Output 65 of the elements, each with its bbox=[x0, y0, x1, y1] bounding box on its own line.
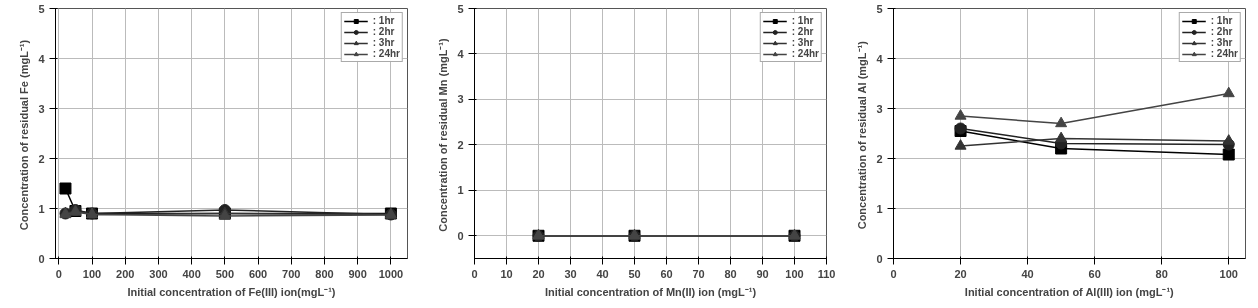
x-tick-label: 60 bbox=[660, 267, 673, 280]
x-tick-label: 0 bbox=[55, 267, 62, 280]
y-tick-label: 2 bbox=[38, 152, 45, 165]
x-tick-label: 500 bbox=[215, 267, 235, 280]
x-tick-label: 60 bbox=[1088, 267, 1101, 280]
legend-label: : 2hr bbox=[372, 26, 395, 37]
x-tick-label: 10 bbox=[500, 267, 513, 280]
y-tick-label: 5 bbox=[457, 2, 464, 15]
y-tick-label: 4 bbox=[457, 47, 465, 60]
x-tick-label: 50 bbox=[628, 267, 641, 280]
x-tick-label: 100 bbox=[1219, 267, 1238, 280]
y-axis-title: Concentration of residual Mn (mgL⁻¹) bbox=[437, 37, 450, 232]
legend-label: : 1hr bbox=[1210, 15, 1233, 26]
x-tick-label: 200 bbox=[116, 267, 135, 280]
x-tick-label: 900 bbox=[348, 267, 367, 280]
x-axis-title: Initial concentration of Al(III) ion (mgL⁻¹) bbox=[964, 285, 1175, 298]
y-tick-label: 1 bbox=[876, 202, 883, 215]
x-tick-label: 90 bbox=[756, 267, 769, 280]
x-tick-label: 40 bbox=[596, 267, 609, 280]
x-tick-label: 20 bbox=[532, 267, 545, 280]
y-tick-label: 3 bbox=[38, 102, 45, 115]
legend-label: : 3hr bbox=[791, 37, 814, 48]
legend-label: : 2hr bbox=[791, 26, 814, 37]
y-tick-label: 4 bbox=[38, 52, 46, 65]
y-axis-title: Concentration of residual Fe (mgL⁻¹) bbox=[18, 39, 31, 231]
y-tick-label: 0 bbox=[876, 252, 883, 265]
y-tick-label: 0 bbox=[38, 252, 45, 265]
x-tick-label: 70 bbox=[692, 267, 705, 280]
y-tick-label: 2 bbox=[876, 152, 883, 165]
y-tick-label: 0 bbox=[457, 229, 464, 242]
y-tick-label: 4 bbox=[876, 52, 884, 65]
legend-label: : 24hr bbox=[791, 48, 819, 59]
x-tick-label: 800 bbox=[315, 267, 334, 280]
x-tick-label: 20 bbox=[954, 267, 967, 280]
legend-label: : 3hr bbox=[1210, 37, 1233, 48]
x-tick-label: 1000 bbox=[378, 267, 404, 280]
y-axis-title: Concentration of residual Al (mgL⁻¹) bbox=[856, 40, 869, 230]
legend-label: : 24hr bbox=[1210, 48, 1238, 59]
x-tick-label: 110 bbox=[817, 267, 836, 280]
legend-label: : 1hr bbox=[791, 15, 814, 26]
legend-label: : 1hr bbox=[372, 15, 395, 26]
x-tick-label: 400 bbox=[182, 267, 201, 280]
x-axis-title: Initial concentration of Fe(III) ion(mgL⁻¹) bbox=[127, 285, 336, 298]
x-tick-label: 80 bbox=[724, 267, 737, 280]
x-tick-label: 700 bbox=[282, 267, 301, 280]
x-tick-label: 600 bbox=[248, 267, 268, 280]
x-tick-label: 100 bbox=[785, 267, 804, 280]
x-tick-label: 30 bbox=[564, 267, 577, 280]
y-tick-label: 5 bbox=[38, 2, 45, 15]
x-tick-label: 0 bbox=[471, 267, 478, 280]
x-tick-label: 40 bbox=[1021, 267, 1034, 280]
y-tick-label: 1 bbox=[457, 184, 464, 197]
y-tick-label: 1 bbox=[38, 202, 45, 215]
y-tick-label: 5 bbox=[876, 2, 883, 15]
y-tick-label: 3 bbox=[457, 93, 464, 106]
x-tick-label: 0 bbox=[890, 267, 897, 280]
x-tick-label: 100 bbox=[82, 267, 102, 280]
y-tick-label: 2 bbox=[457, 138, 464, 151]
legend-label: : 3hr bbox=[372, 37, 395, 48]
y-tick-label: 3 bbox=[876, 102, 883, 115]
x-tick-label: 300 bbox=[149, 267, 168, 280]
legend-label: : 2hr bbox=[1210, 26, 1233, 37]
x-tick-label: 80 bbox=[1155, 267, 1168, 280]
x-axis-title: Initial concentration of Mn(II) ion (mgL⁻¹) bbox=[544, 285, 757, 298]
legend-label: : 24hr bbox=[372, 48, 400, 59]
